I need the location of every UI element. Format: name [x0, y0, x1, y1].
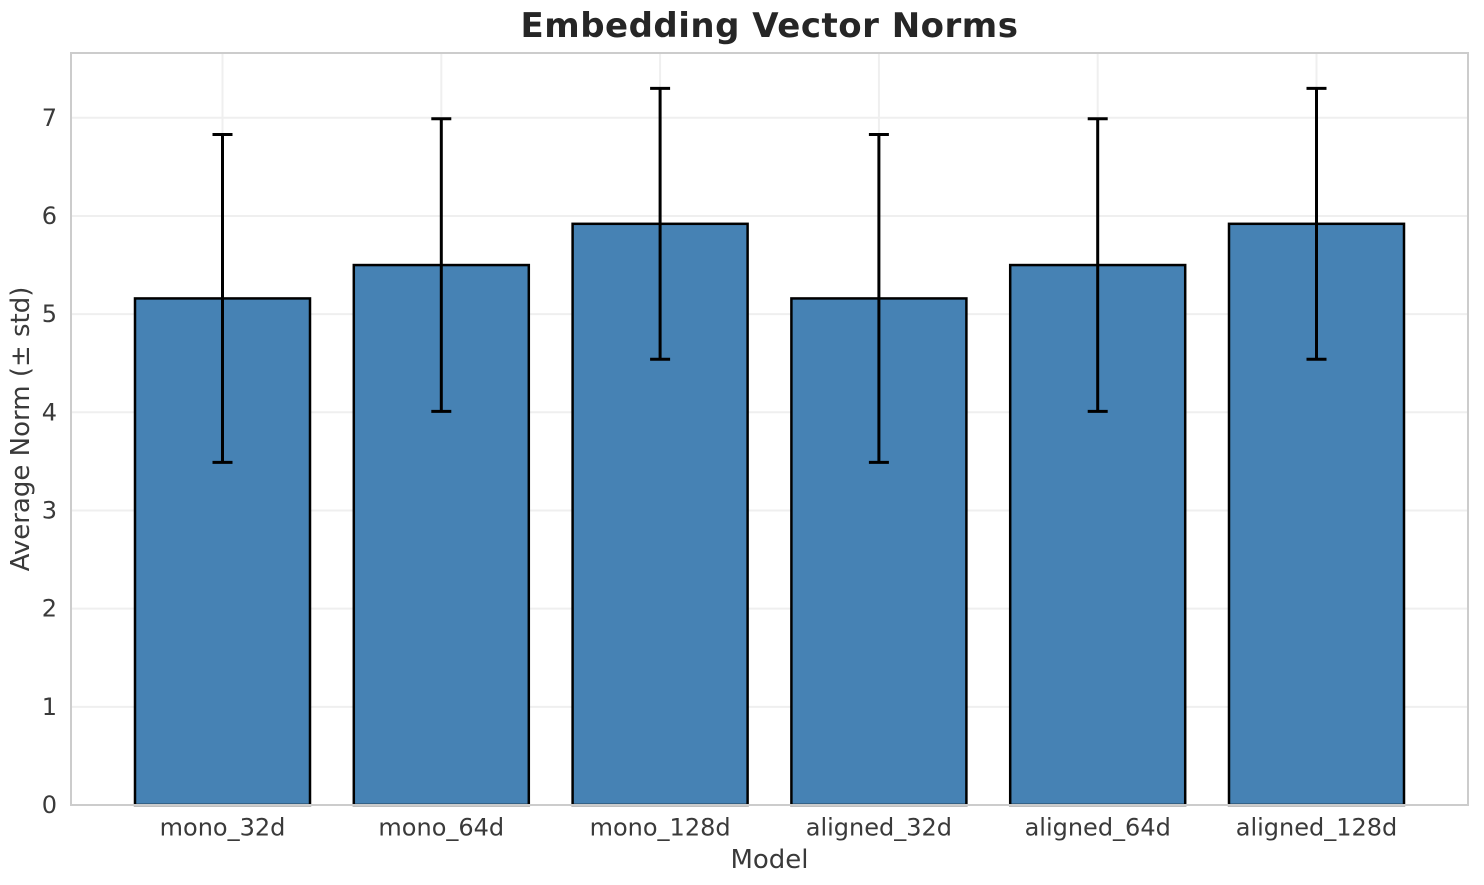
chart-title: Embedding Vector Norms — [520, 6, 1019, 46]
y-tick-label-2: 2 — [42, 595, 57, 623]
y-tick-label-1: 1 — [42, 693, 57, 721]
x-tick-label-aligned_32d: aligned_32d — [806, 814, 952, 842]
x-tick-label-mono_64d: mono_64d — [378, 814, 504, 842]
x-axis-label: Model — [730, 845, 809, 875]
y-tick-label-0: 0 — [42, 791, 57, 819]
x-tick-label-mono_32d: mono_32d — [160, 814, 286, 842]
plot-border — [70, 52, 1469, 806]
y-tick-label-4: 4 — [42, 398, 57, 426]
y-tick-label-5: 5 — [42, 300, 57, 328]
x-tick-label-aligned_128d: aligned_128d — [1236, 814, 1398, 842]
y-tick-label-3: 3 — [42, 496, 57, 524]
y-tick-label-7: 7 — [42, 104, 57, 132]
x-tick-label-mono_128d: mono_128d — [590, 814, 731, 842]
y-tick-label-6: 6 — [42, 202, 57, 230]
x-tick-label-aligned_64d: aligned_64d — [1025, 814, 1171, 842]
